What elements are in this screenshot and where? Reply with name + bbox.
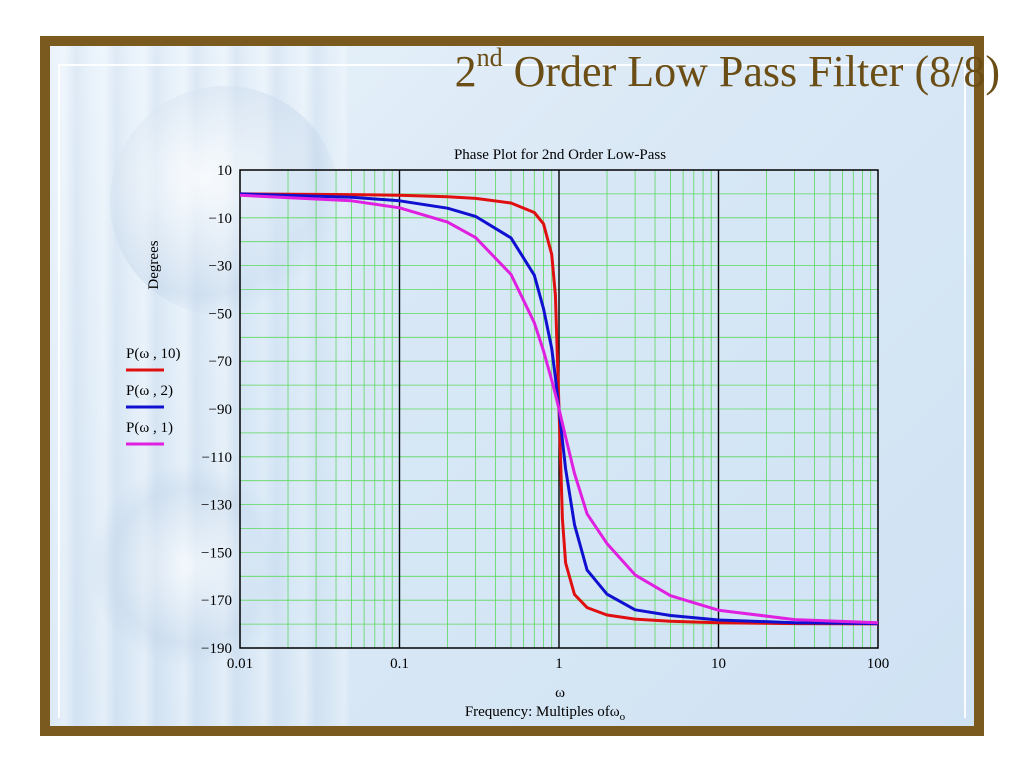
slide-title: 2nd Order Low Pass Filter (8/8) xyxy=(454,43,1000,97)
legend-label-3: P(ω , 1) xyxy=(126,420,173,436)
slide-title-main: 2 xyxy=(454,47,477,96)
x-axis-label-omega: ω xyxy=(610,704,620,720)
x-axis-label-text: Frequency: Multiples of xyxy=(465,704,610,720)
x-tick-label: 0.01 xyxy=(227,656,253,672)
y-tick-label: −150 xyxy=(201,545,232,561)
y-tick-label: −30 xyxy=(209,259,232,275)
y-tick-label: −170 xyxy=(201,593,232,609)
y-tick-label: −10 xyxy=(209,211,232,227)
y-tick-label: −190 xyxy=(201,641,232,657)
slide-title-superscript: nd xyxy=(476,43,503,72)
slide-frame xyxy=(40,36,984,736)
column-base-decoration xyxy=(90,466,290,666)
x-tick-label: 0.1 xyxy=(390,656,409,672)
x-tick-label: 1 xyxy=(555,656,563,672)
y-tick-label: −50 xyxy=(209,306,232,322)
chart-title: Phase Plot for 2nd Order Low-Pass xyxy=(454,147,666,163)
y-tick-label: 10 xyxy=(217,163,232,179)
y-axis-label: Degrees xyxy=(146,240,162,289)
y-tick-label: −110 xyxy=(202,450,232,466)
plot-frame xyxy=(239,169,879,649)
legend-label-1: P(ω , 10) xyxy=(126,346,180,362)
y-tick-label: −90 xyxy=(209,402,232,418)
y-tick-label: −70 xyxy=(209,354,232,370)
legend-label-2: P(ω , 2) xyxy=(126,383,173,399)
x-axis-label: Frequency: Multiples ofωo xyxy=(465,704,626,723)
x-tick-label: 10 xyxy=(711,656,726,672)
slide-title-rest: Order Low Pass Filter (8/8) xyxy=(502,47,1000,96)
x-axis-symbol: ω xyxy=(555,685,565,701)
column-capital-decoration xyxy=(110,86,340,316)
inner-border xyxy=(58,64,966,718)
x-axis-label-subscript: o xyxy=(620,711,626,723)
x-tick-label: 100 xyxy=(867,656,890,672)
y-tick-label: −130 xyxy=(201,498,232,514)
